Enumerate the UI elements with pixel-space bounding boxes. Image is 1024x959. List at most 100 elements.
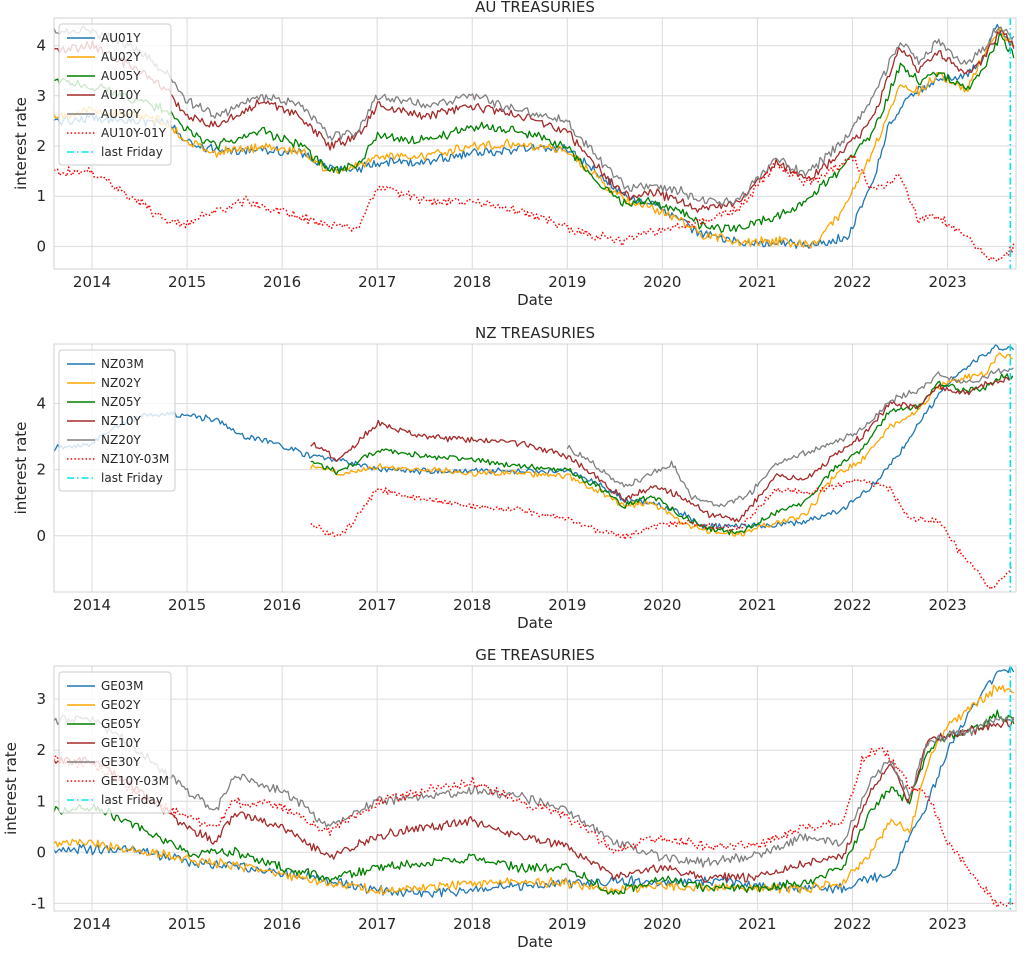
- x-tick-label: 2017: [358, 596, 396, 614]
- x-tick-label: 2018: [453, 915, 491, 933]
- legend-label: NZ20Y: [101, 433, 141, 447]
- x-tick-label: 2015: [168, 915, 206, 933]
- legend-label: NZ02Y: [101, 376, 141, 390]
- x-tick-label: 2017: [358, 915, 396, 933]
- legend-box: [58, 23, 172, 166]
- series-line-nz10y: [310, 376, 1013, 523]
- x-tick-label: 2022: [833, 273, 871, 291]
- legend-label: last Friday: [101, 145, 163, 159]
- legend-label: NZ10Y-03M: [101, 452, 169, 466]
- y-tick-label: 2: [36, 741, 46, 759]
- y-tick-label: 0: [36, 237, 46, 255]
- chart-panel-1: 2014 2015 2016 2017 2018 2019 2020 2021 2022 2023…: [12, 0, 1017, 309]
- x-tick-label: 2023: [928, 596, 966, 614]
- legend-label: NZ03M: [101, 357, 144, 371]
- x-tick-label: 2020: [643, 273, 681, 291]
- x-tick-label: 2021: [738, 273, 776, 291]
- series-line-ge03m: [54, 666, 1015, 898]
- legend: AU01Y AU02Y AU05Y AU10Y AU30Y AU10Y-01Y last F…: [58, 23, 172, 166]
- series-line-ge10y: [54, 718, 1015, 883]
- series-line-nz10y-03m: [310, 478, 1014, 591]
- x-axis-label: Date: [517, 614, 553, 632]
- y-tick-label: 4: [36, 37, 46, 55]
- x-tick-label: 2020: [643, 915, 681, 933]
- series-line-nz20y: [566, 367, 1014, 508]
- legend-label: NZ10Y: [101, 414, 141, 428]
- legend-box: [58, 349, 176, 492]
- series-line-nz02y: [310, 352, 1013, 538]
- x-tick-label: 2020: [643, 596, 681, 614]
- x-tick-label: 2017: [358, 273, 396, 291]
- x-tick-label: 2014: [73, 915, 111, 933]
- legend-label: GE05Y: [101, 717, 141, 731]
- y-axis-label: interest rate: [2, 742, 20, 835]
- y-tick-label: 2: [36, 461, 46, 479]
- y-tick-label: 2: [36, 137, 46, 155]
- legend-box: [58, 671, 172, 814]
- chart-title: AU TREASURIES: [475, 0, 595, 16]
- legend: NZ03M NZ02Y NZ05Y NZ10Y NZ20Y NZ10Y-03M last F…: [58, 349, 176, 492]
- y-tick-label: 0: [36, 527, 46, 545]
- legend: GE03M GE02Y GE05Y GE10Y GE30Y GE10Y-03M last F…: [58, 671, 172, 814]
- y-axis-label: interest rate: [12, 97, 30, 190]
- x-tick-label: 2018: [453, 273, 491, 291]
- series-line-nz03m: [54, 344, 1015, 530]
- y-tick-label: 1: [36, 792, 46, 810]
- chart-panel-3: 2014 2015 2016 2017 2018 2019 2020 2021 2022 2023…: [2, 646, 1017, 951]
- x-tick-label: 2019: [548, 915, 586, 933]
- series-line-ge10y-03m: [54, 746, 1014, 909]
- series-line-ge05y: [54, 709, 1015, 895]
- x-tick-label: 2015: [168, 596, 206, 614]
- plot-area: [54, 23, 1015, 263]
- y-tick-label: 4: [36, 395, 46, 413]
- x-tick-label: 2022: [833, 915, 871, 933]
- series-line-ge30y: [54, 714, 1015, 868]
- legend-label: AU05Y: [101, 69, 141, 83]
- legend-label: AU02Y: [101, 50, 141, 64]
- legend-label: GE10Y-03M: [101, 774, 169, 788]
- x-tick-label: 2014: [73, 596, 111, 614]
- x-tick-label: 2016: [263, 915, 301, 933]
- x-tick-label: 2016: [263, 596, 301, 614]
- legend-label: GE03M: [101, 679, 144, 693]
- y-tick-label: -1: [31, 894, 46, 912]
- plot-frame: [53, 343, 1017, 593]
- legend-label: GE02Y: [101, 698, 141, 712]
- chart-panel-2: 2014 2015 2016 2017 2018 2019 2020 2021 2022 2023…: [12, 324, 1017, 632]
- x-tick-label: 2023: [928, 273, 966, 291]
- x-tick-label: 2021: [738, 596, 776, 614]
- plot-frame: [53, 665, 1017, 912]
- x-tick-label: 2019: [548, 273, 586, 291]
- x-tick-label: 2023: [928, 915, 966, 933]
- series-line-au10y: [54, 30, 1015, 213]
- plot-frame: [53, 17, 1017, 270]
- y-tick-label: 1: [36, 187, 46, 205]
- series-line-au10y-01y: [54, 154, 1015, 263]
- y-tick-label: 3: [36, 690, 46, 708]
- legend-label: AU30Y: [101, 107, 141, 121]
- series-line-nz05y: [310, 373, 1014, 536]
- series-line-au02y: [54, 27, 1015, 249]
- chart-title: GE TREASURIES: [475, 646, 595, 664]
- series-line-au30y: [54, 25, 1015, 206]
- y-tick-label: 3: [36, 87, 46, 105]
- legend-label: GE30Y: [101, 755, 141, 769]
- series-line-au05y: [54, 34, 1015, 233]
- chart-title: NZ TREASURIES: [475, 324, 595, 342]
- x-tick-label: 2018: [453, 596, 491, 614]
- x-tick-label: 2019: [548, 596, 586, 614]
- x-tick-label: 2014: [73, 273, 111, 291]
- x-tick-label: 2021: [738, 915, 776, 933]
- legend-label: AU01Y: [101, 31, 141, 45]
- plot-area: [54, 344, 1015, 591]
- legend-label: GE10Y: [101, 736, 141, 750]
- x-axis-label: Date: [517, 291, 553, 309]
- legend-label: NZ05Y: [101, 395, 141, 409]
- series-line-ge02y: [54, 684, 1014, 895]
- legend-label: AU10Y: [101, 88, 141, 102]
- x-axis-label: Date: [517, 933, 553, 951]
- y-axis-label: interest rate: [12, 422, 30, 515]
- x-tick-label: 2022: [833, 596, 871, 614]
- legend-label: AU10Y-01Y: [101, 126, 167, 140]
